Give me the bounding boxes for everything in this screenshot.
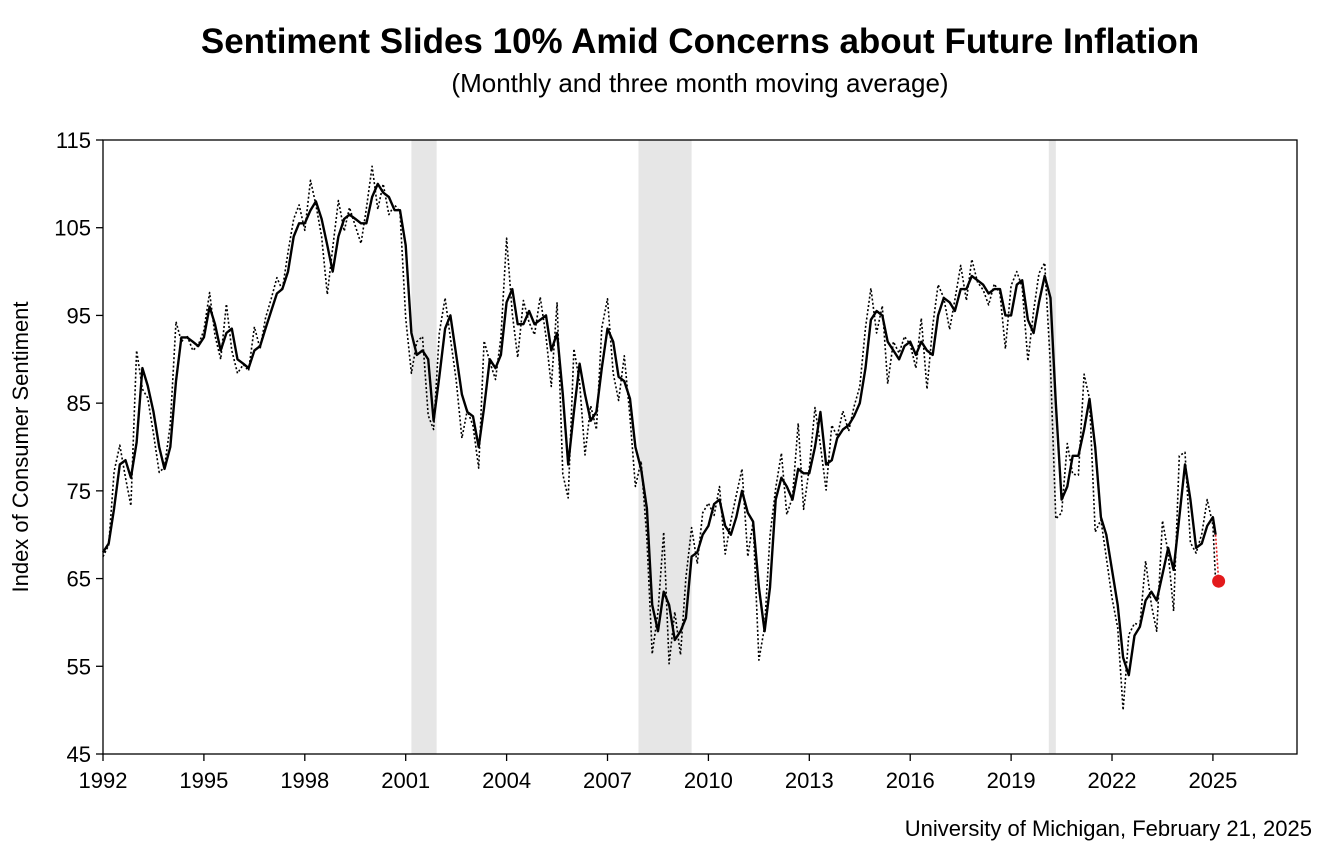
x-tick-label: 2022 (1088, 768, 1137, 793)
x-tick-label: 1992 (79, 768, 128, 793)
y-tick-label: 65 (67, 567, 91, 592)
y-tick-label: 115 (56, 128, 91, 153)
chart-title: Sentiment Slides 10% Amid Concerns about… (200, 22, 1200, 61)
x-tick-label: 1995 (179, 768, 228, 793)
series-moving-average-line (101, 182, 1217, 677)
x-tick-label: 2025 (1188, 768, 1237, 793)
chart-subtitle: (Monthly and three month moving average) (451, 68, 949, 98)
recession-band (1048, 140, 1056, 754)
x-tick-label: 2013 (785, 768, 834, 793)
y-axis-title: Index of Consumer Sentiment (8, 301, 33, 592)
x-tick-label: 2019 (987, 768, 1036, 793)
recession-band (638, 140, 692, 754)
plot-frame (102, 139, 1298, 755)
y-tick-label: 85 (67, 391, 91, 416)
x-tick-label: 2016 (886, 768, 935, 793)
x-tick-label: 2010 (684, 768, 733, 793)
latest-value-point (1212, 574, 1226, 588)
y-tick-label: 55 (67, 654, 91, 679)
x-tick-label: 2007 (583, 768, 632, 793)
y-tick-label: 75 (67, 479, 91, 504)
x-tick-label: 2001 (381, 768, 430, 793)
markers (1212, 534, 1226, 588)
series-monthly-line (102, 165, 1217, 711)
y-tick-label: 95 (67, 303, 91, 328)
x-tick-label: 1998 (280, 768, 329, 793)
series-lines (101, 165, 1217, 711)
y-tick-label: 45 (67, 742, 91, 767)
source-note: University of Michigan, February 21, 202… (904, 816, 1312, 841)
recession-bands (411, 140, 1056, 754)
x-tick-label: 2004 (482, 768, 531, 793)
recession-band (411, 140, 437, 754)
y-tick-label: 105 (54, 216, 91, 241)
